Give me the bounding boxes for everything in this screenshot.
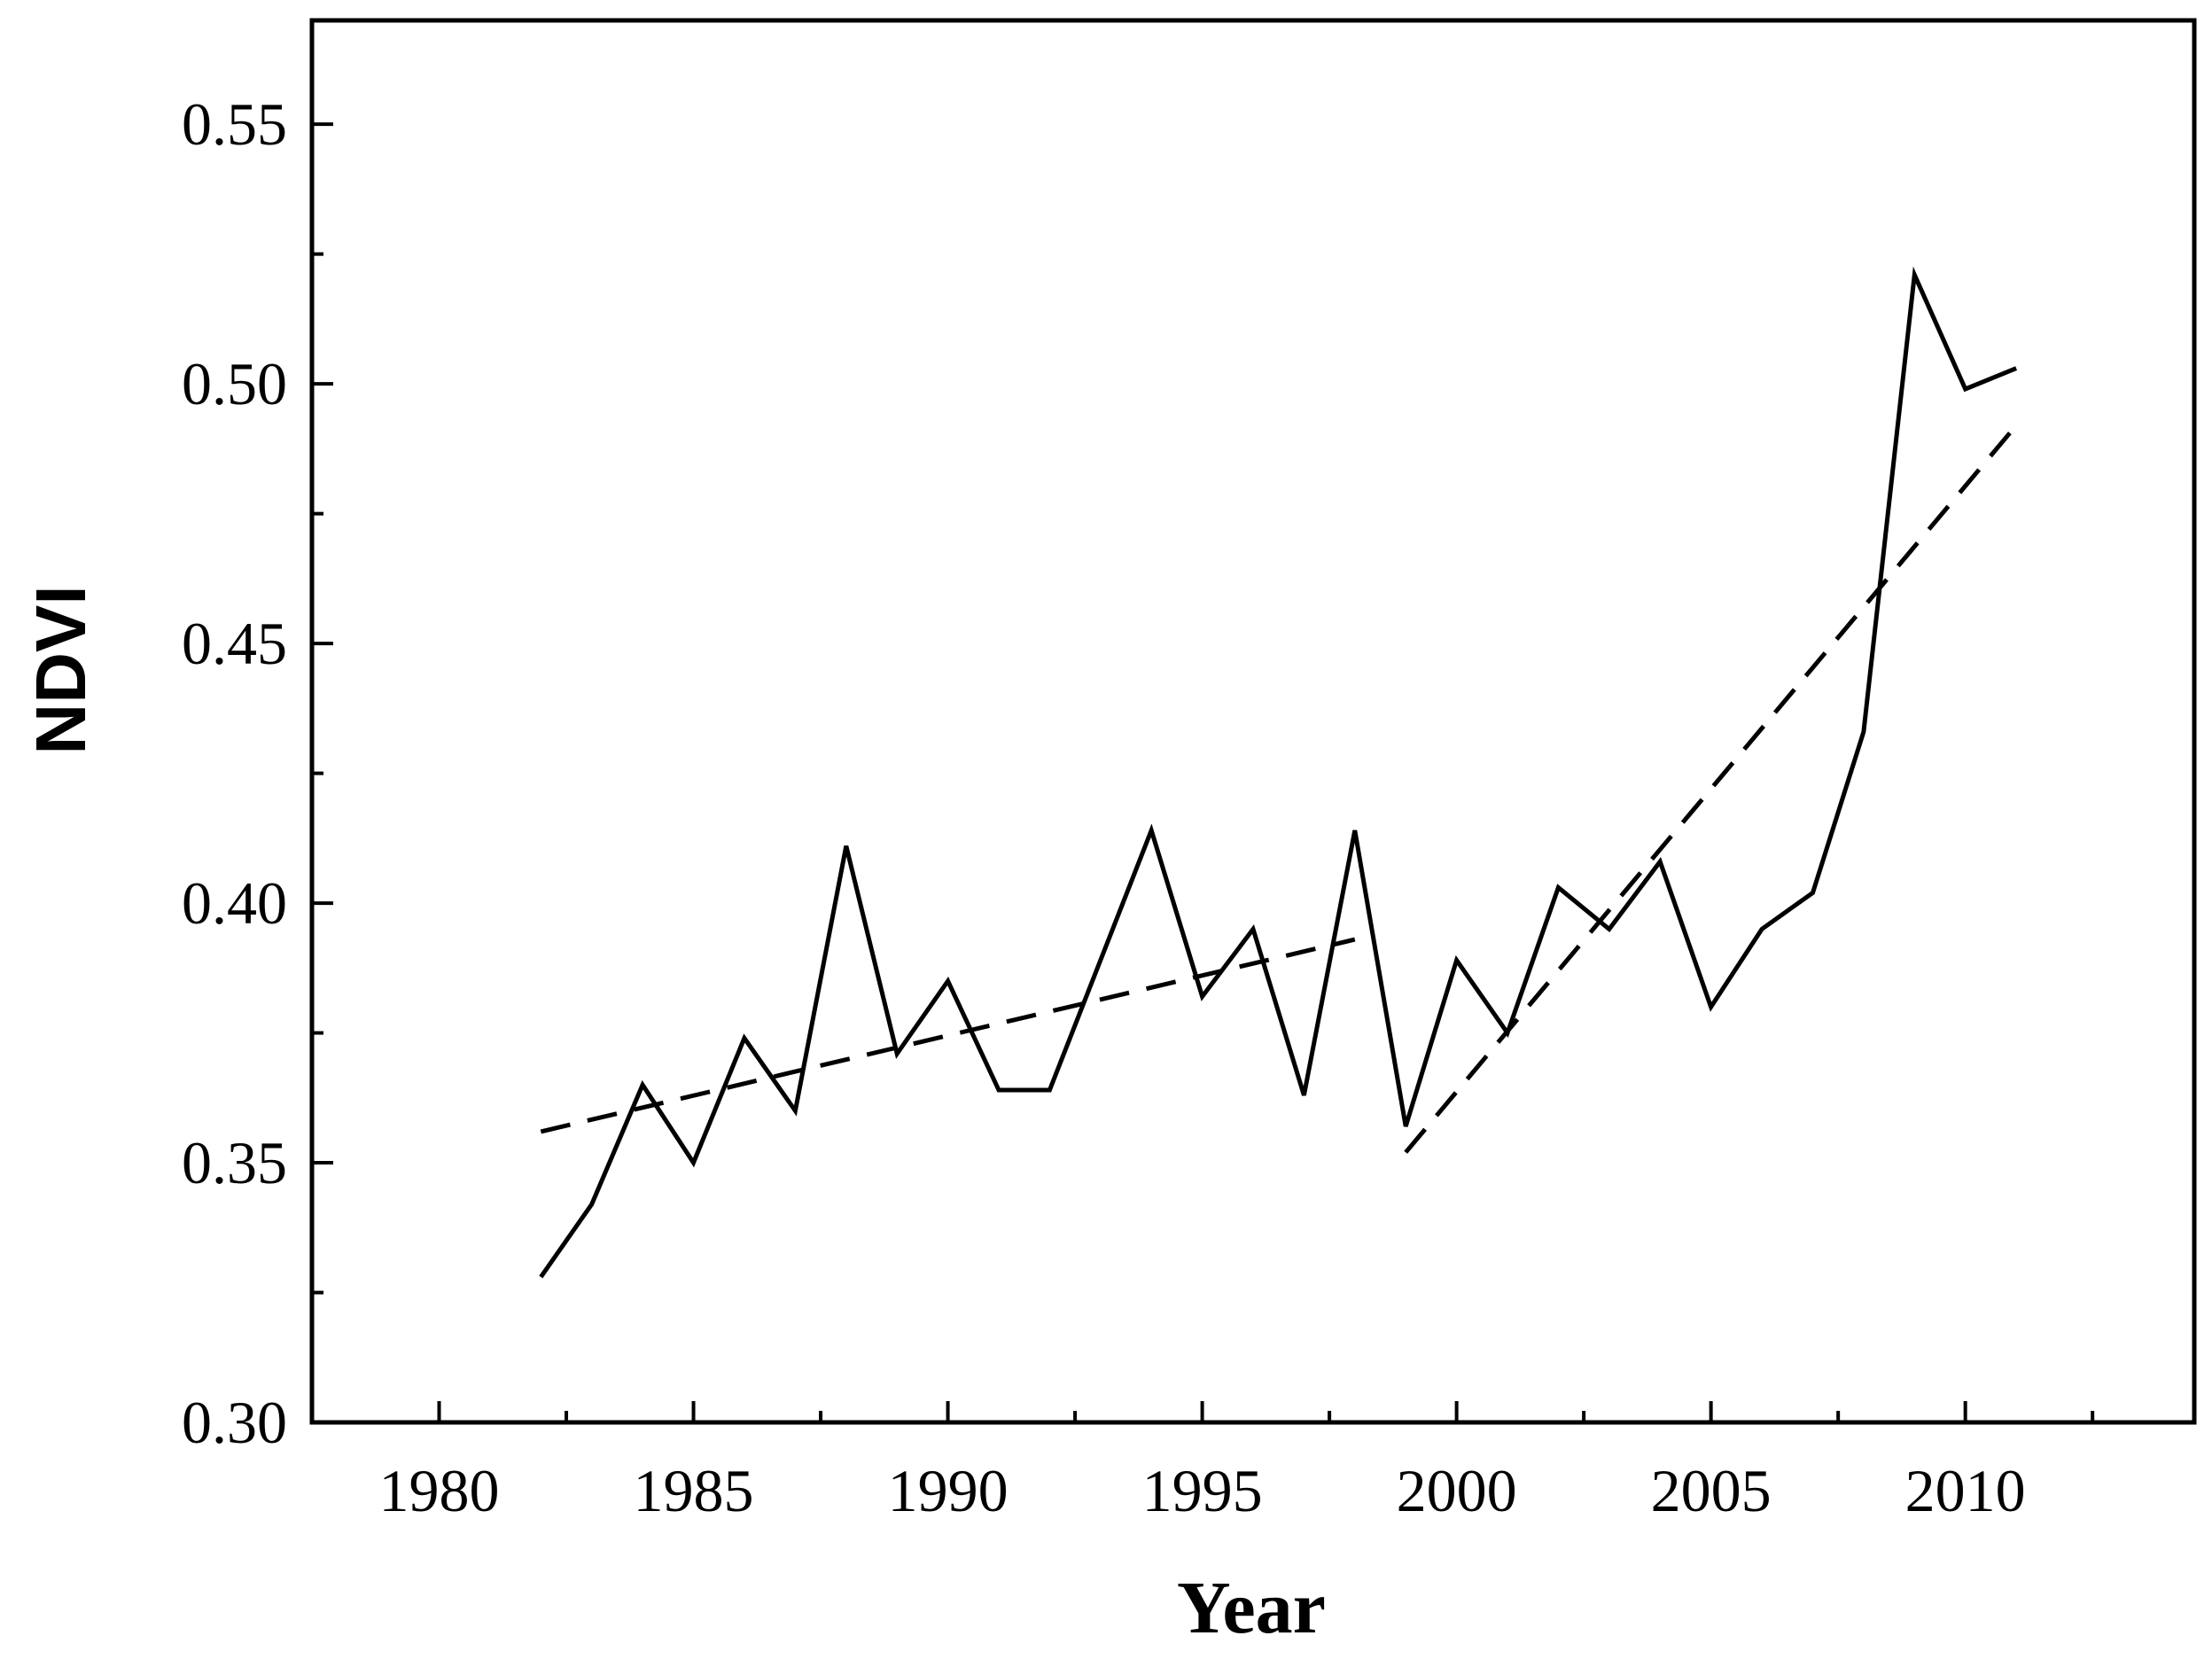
x-tick-label: 2000 [1397, 1457, 1517, 1524]
x-tick-label: 1985 [634, 1457, 754, 1524]
ndvi-series-line [539, 266, 2018, 1279]
x-tick-label: 2010 [1905, 1457, 2026, 1524]
y-tick-label: 0.35 [182, 1129, 287, 1196]
x-tick-label: 1980 [379, 1457, 500, 1524]
y-tick-label: 0.40 [182, 869, 287, 937]
x-tick-label: 1990 [888, 1457, 1009, 1524]
y-tick-label: 0.50 [182, 350, 287, 417]
y-tick-label: 0.30 [182, 1389, 287, 1456]
x-tick-label: 1995 [1142, 1457, 1263, 1524]
x-axis-label: Year [1177, 1567, 1326, 1649]
x-tick-label: 2005 [1651, 1457, 1772, 1524]
y-axis-label: NDVI [21, 585, 100, 754]
y-tick-label: 0.55 [182, 90, 287, 158]
trend-line-2 [1404, 424, 2019, 1154]
y-tick-label: 0.45 [182, 610, 287, 677]
plot-frame [309, 18, 2197, 1425]
trend-line-1 [540, 937, 1356, 1134]
